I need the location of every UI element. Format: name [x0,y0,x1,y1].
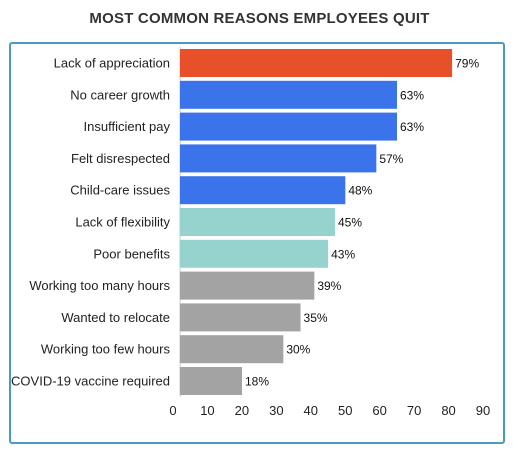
bar [180,49,453,77]
bar [180,335,284,364]
data-label: 45% [338,216,362,230]
chart-title: MOST COMMON REASONS EMPLOYEES QUIT [89,10,430,27]
bar [180,176,346,205]
bar [180,303,301,332]
x-tick-label: 30 [269,403,283,418]
data-label: 63% [400,88,424,102]
data-label: 79% [455,57,479,71]
category-label: Working too many hours [29,278,170,293]
data-label: 48% [348,184,372,198]
category-label: COVID-19 vaccine required [11,374,170,389]
data-label: 63% [400,120,424,134]
category-label: Insufficient pay [84,119,171,134]
bar [180,80,397,109]
category-label: Working too few hours [41,342,171,357]
category-label: No career growth [70,87,170,102]
data-label: 43% [331,247,355,261]
bar [180,112,397,141]
bar [180,271,315,300]
bar [180,144,377,173]
x-tick-label: 50 [338,403,352,418]
x-tick-label: 90 [476,403,490,418]
data-label: 30% [286,343,310,357]
category-label: Lack of flexibility [75,215,170,230]
x-tick-label: 10 [200,403,214,418]
category-label: Child-care issues [70,183,170,198]
x-tick-label: 0 [169,403,176,418]
chart-panel [9,42,505,444]
data-label: 18% [245,375,269,389]
x-tick-label: 60 [372,403,386,418]
data-label: 57% [379,152,403,166]
category-label: Poor benefits [93,246,170,261]
category-label: Wanted to relocate [61,310,170,325]
data-label: 35% [304,311,328,325]
category-label: Lack of appreciation [54,56,170,71]
category-label: Felt disrespected [71,151,170,166]
bar [180,208,335,236]
data-label: 39% [317,279,341,293]
x-tick-label: 70 [407,403,421,418]
bar [180,239,329,268]
x-tick-label: 40 [304,403,318,418]
x-tick-label: 80 [441,403,455,418]
bar [180,367,242,395]
x-tick-label: 20 [235,403,249,418]
